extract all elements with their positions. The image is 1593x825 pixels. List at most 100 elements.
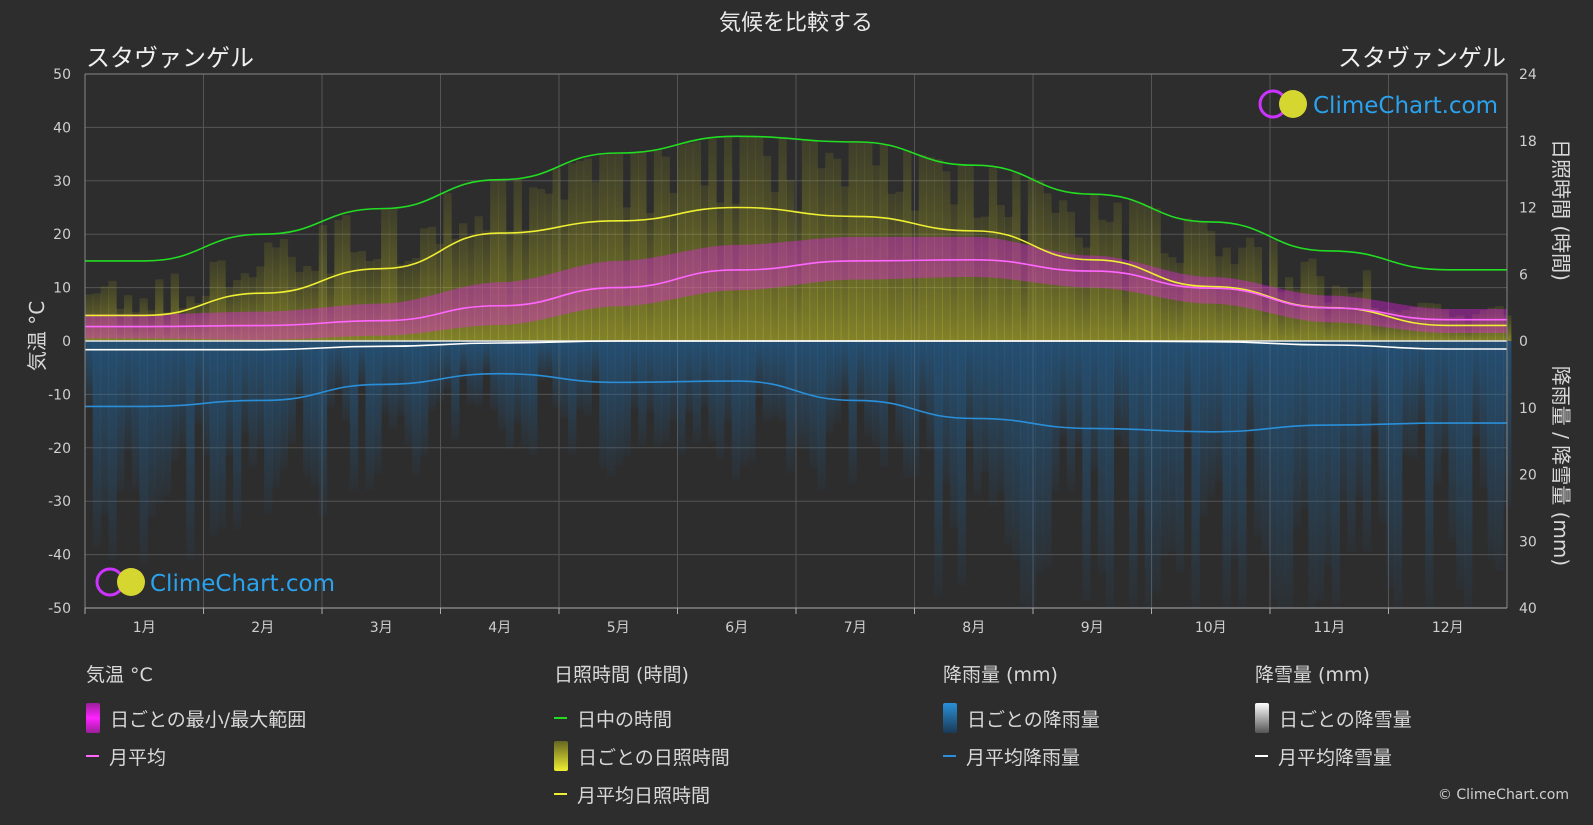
sunshine-daily-bar <box>1066 211 1076 341</box>
rain-daily-swatch <box>943 703 957 733</box>
rain-daily-bar <box>661 341 670 443</box>
legend-item: 月平均 <box>86 737 306 775</box>
sunshine-daily-bar <box>342 215 351 341</box>
sunshine-daily-bar <box>1191 221 1200 341</box>
rain-daily-bar <box>381 341 390 414</box>
rain-daily-bar <box>638 341 647 446</box>
sunshine-daily-bar <box>544 193 554 341</box>
sunshine-daily-bar <box>1261 286 1270 341</box>
sunshine-daily-bar <box>178 308 187 341</box>
rain-daily-bar <box>778 341 787 422</box>
x-tick-label: 3月 <box>370 620 393 636</box>
rain-daily-bar <box>1362 341 1372 552</box>
x-tick-label: 7月 <box>844 620 867 636</box>
legend-label: 日中の時間 <box>577 708 673 731</box>
rain-daily-bar <box>186 341 195 559</box>
sunshine-daily-bar <box>1417 302 1426 341</box>
sunshine-daily-bar <box>630 152 639 341</box>
rain-daily-bar <box>926 341 935 451</box>
sunshine-daily-bar <box>871 165 881 341</box>
rain-daily-bar <box>1199 341 1208 517</box>
sunshine-daily-bar <box>762 155 772 341</box>
rain-daily-bar <box>1027 341 1037 608</box>
sunshine-daily-bar <box>108 280 117 341</box>
y-left-tick-label: -40 <box>48 548 71 564</box>
brand-logo-top[interactable]: ClimeChart.com <box>1258 89 1498 119</box>
sunshine-daily-bar <box>451 238 460 341</box>
sunshine-daily-bar <box>864 142 873 341</box>
y-left-tick-label: 40 <box>53 120 71 136</box>
rain-daily-bar <box>248 341 257 468</box>
rain-daily-bar <box>552 341 561 408</box>
sunshine-daily-bar <box>786 179 795 341</box>
y-right-bottom-tick-label: 10 <box>1519 401 1537 417</box>
sunshine-daily-bar <box>661 156 670 341</box>
x-tick-label: 11月 <box>1313 620 1345 636</box>
sunshine-daily-bar <box>934 159 943 341</box>
rain-daily-bar <box>279 341 289 469</box>
rain-daily-bar <box>396 341 405 417</box>
chart-title: 気候を比較する <box>719 11 873 36</box>
sunshine-daily-bar <box>957 164 966 341</box>
rain-daily-bar <box>1245 341 1255 438</box>
sunshine-daily-bar <box>568 163 577 341</box>
sunshine-daily-bar <box>949 204 959 341</box>
rain-daily-bar <box>1370 341 1379 434</box>
sunshine-daily-bar <box>521 229 530 341</box>
sunshine-daily-bar <box>326 273 335 341</box>
sunshine-daily-bar <box>1020 242 1029 341</box>
legend-label: 月平均降雨量 <box>966 746 1081 769</box>
sunshine-daily-bar <box>575 160 585 341</box>
rain-daily-bar <box>739 341 748 466</box>
rain-avg-swatch <box>943 755 956 757</box>
rain-daily-bar <box>770 341 779 418</box>
sunshine-daily-bar <box>638 151 647 341</box>
sunshine-daily-bar <box>1378 312 1387 341</box>
x-tick-label: 12月 <box>1432 620 1464 636</box>
rain-daily-bar <box>1479 341 1489 489</box>
sunshine-daily-bar <box>817 168 826 341</box>
sunshine-daily-bar <box>217 260 226 341</box>
sunshine-daily-bar <box>856 141 865 341</box>
x-tick-label: 5月 <box>607 620 630 636</box>
rain-avg-line <box>84 372 1507 433</box>
rain-daily-bar <box>560 341 569 419</box>
rain-daily-bar <box>833 341 842 423</box>
rain-daily-bar <box>1409 341 1418 459</box>
sunshine-daily-bar <box>1121 264 1130 341</box>
sunshine-daily-swatch <box>554 741 568 771</box>
legend-label: 日ごとの日照時間 <box>578 746 730 769</box>
rain-daily-bar <box>1495 341 1504 571</box>
sunshine-daily-bar <box>739 136 748 341</box>
rain-daily-bar <box>209 341 218 536</box>
sunshine-daily-bar <box>513 178 522 341</box>
legend-item: 日中の時間 <box>554 699 730 737</box>
sunshine-daily-bar <box>996 204 1005 341</box>
sunshine-daily-bar <box>1487 307 1496 341</box>
rain-daily-bar <box>497 341 507 431</box>
brand-logo-bottom[interactable]: ClimeChart.com <box>95 567 335 597</box>
climate-chart: 気候を比較する スタヴァンゲル スタヴァンゲル 50 40 30 20 10 0 -10 -2… <box>25 11 1573 636</box>
sunshine-daily-bar <box>474 216 483 341</box>
legend-title: 日照時間 (時間) <box>554 664 689 686</box>
sunshine-daily-bar <box>1214 256 1224 341</box>
sunshine-daily-bar <box>1323 302 1333 341</box>
legend-title: 降雪量 (mm) <box>1255 664 1370 686</box>
rain-daily-bar <box>435 341 444 402</box>
rain-daily-bar <box>1316 341 1325 601</box>
temp-range-band <box>85 236 1507 340</box>
sunshine-daily-bar <box>443 193 452 341</box>
rain-daily-bar <box>303 341 312 478</box>
x-tick-label: 2月 <box>251 620 274 636</box>
rain-daily-bar <box>256 341 265 449</box>
brand-text-bottom: ClimeChart.com <box>150 571 335 597</box>
rain-daily-bar <box>988 341 998 507</box>
rain-daily-bar <box>217 341 226 529</box>
rain-daily-bar <box>1121 341 1130 447</box>
rain-daily-bar <box>1097 341 1107 574</box>
rain-daily-bar <box>162 341 172 497</box>
sunshine-daily-bar <box>1331 285 1340 341</box>
y-left-tick-label: -20 <box>48 441 71 457</box>
sunshine-daily-bar <box>973 217 982 341</box>
rain-daily-bar <box>825 341 834 433</box>
